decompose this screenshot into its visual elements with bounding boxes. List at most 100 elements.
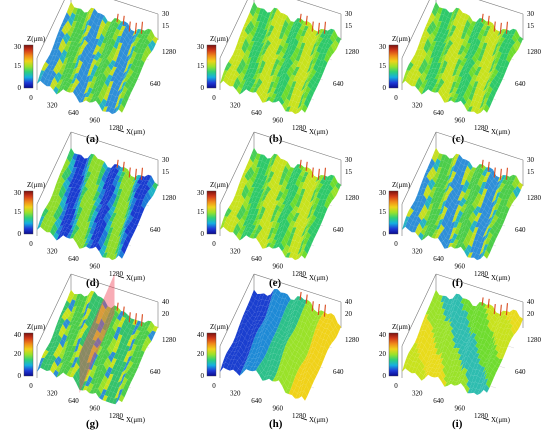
y-tick-1280: 1280 (162, 48, 177, 56)
surface-mesh (402, 147, 523, 261)
surface-panel-h: 40 20 0 Z(μm) 40 20 1280 640 0 320 640 960 1280 X(μm) (188, 273, 368, 432)
x-axis-label: X(μm) (491, 274, 511, 282)
x-tick-0: 0 (29, 94, 33, 102)
x-axis-label: X(μm) (126, 128, 146, 136)
x-tick-0: 0 (212, 94, 216, 102)
x-tick-1280: 1280 (109, 270, 124, 278)
colorbar-min-label: 0 (383, 84, 387, 92)
x-tick-320: 320 (412, 102, 423, 110)
colorbar (23, 44, 34, 89)
y-tick-1280: 1280 (345, 194, 360, 202)
x-tick-320: 320 (47, 248, 58, 256)
x-tick-640: 640 (251, 397, 262, 405)
x-tick-960: 960 (273, 263, 284, 271)
y-tick-1280: 1280 (162, 194, 177, 202)
colorbar (388, 332, 399, 377)
z-axis-label: Z(μm) (392, 323, 411, 331)
x-tick-320: 320 (230, 390, 241, 398)
x-tick-320: 320 (230, 102, 241, 110)
colorbar-max-label: 30 (197, 43, 205, 51)
z-tick-top: 40 (527, 298, 535, 306)
panel-caption-d: (d) (86, 277, 100, 289)
x-tick-640: 640 (68, 397, 79, 405)
colorbar-min-label: 0 (18, 230, 22, 238)
x-tick-0: 0 (394, 382, 398, 390)
z-tick-mid: 15 (345, 168, 353, 176)
z-tick-mid: 15 (162, 168, 170, 176)
x-axis-label: X(μm) (126, 274, 146, 282)
z-tick-top: 30 (162, 10, 170, 18)
panel-caption-g: (g) (86, 418, 99, 430)
x-tick-0: 0 (394, 240, 398, 248)
colorbar-max-label: 40 (197, 331, 205, 339)
panel-caption-f: (f) (452, 277, 463, 289)
y-tick-640: 640 (515, 368, 526, 376)
y-tick-1280: 1280 (527, 194, 542, 202)
x-tick-1280: 1280 (474, 270, 489, 278)
x-tick-640: 640 (251, 109, 262, 117)
z-axis-label: Z(μm) (210, 181, 229, 189)
x-tick-640: 640 (68, 109, 79, 117)
panel-caption-i: (i) (452, 418, 463, 430)
z-tick-top: 30 (345, 156, 353, 164)
colorbar-mid-label: 15 (197, 62, 205, 70)
surface-mesh (37, 1, 158, 115)
z-axis-label: Z(μm) (392, 181, 411, 189)
surface-panel-d: 30 15 0 Z(μm) 30 15 1280 640 0 320 640 960 1280 X(μm) (5, 131, 185, 290)
y-tick-1280: 1280 (527, 336, 542, 344)
colorbar-max-label: 30 (379, 189, 387, 197)
colorbar-mid-label: 15 (14, 62, 22, 70)
z-axis-label: Z(μm) (27, 323, 46, 331)
colorbar-mid-label: 20 (14, 350, 22, 358)
z-tick-mid: 15 (527, 22, 535, 30)
y-tick-640: 640 (515, 80, 526, 88)
surface-mesh (402, 289, 523, 395)
x-tick-960: 960 (455, 117, 466, 125)
surface-panel-c: 30 15 0 Z(μm) 30 15 1280 640 0 320 640 960 1280 X(μm) (370, 0, 550, 144)
z-axis-label: Z(μm) (210, 323, 229, 331)
y-tick-1280: 1280 (162, 336, 177, 344)
colorbar-min-label: 0 (18, 372, 22, 380)
colorbar (206, 44, 217, 89)
x-tick-640: 640 (433, 255, 444, 263)
y-tick-640: 640 (150, 368, 161, 376)
colorbar-max-label: 30 (14, 189, 22, 197)
x-tick-1280: 1280 (474, 412, 489, 420)
y-tick-1280: 1280 (345, 336, 360, 344)
x-tick-960: 960 (455, 263, 466, 271)
colorbar-mid-label: 15 (14, 208, 22, 216)
x-axis-label: X(μm) (309, 274, 329, 282)
x-axis-label: X(μm) (309, 416, 329, 424)
x-tick-640: 640 (68, 255, 79, 263)
x-tick-960: 960 (90, 263, 101, 271)
y-tick-640: 640 (333, 368, 344, 376)
surface-panel-b: 30 15 0 Z(μm) 30 15 1280 640 0 320 640 960 1280 X(μm) (188, 0, 368, 144)
colorbar (23, 190, 34, 235)
panel-caption-e: (e) (269, 277, 282, 289)
x-tick-960: 960 (273, 117, 284, 125)
x-axis-label: X(μm) (126, 416, 146, 424)
x-tick-0: 0 (29, 240, 33, 248)
colorbar-max-label: 30 (14, 43, 22, 51)
x-tick-1280: 1280 (292, 270, 307, 278)
surface-mesh (37, 289, 158, 405)
colorbar-max-label: 30 (379, 43, 387, 51)
colorbar-min-label: 0 (383, 372, 387, 380)
z-tick-mid: 15 (527, 168, 535, 176)
panel-caption-h: (h) (269, 418, 283, 430)
x-tick-960: 960 (90, 405, 101, 413)
z-axis-label: Z(μm) (210, 35, 229, 43)
z-tick-top: 40 (345, 298, 353, 306)
x-tick-0: 0 (394, 94, 398, 102)
z-tick-mid: 20 (345, 310, 353, 318)
x-tick-1280: 1280 (109, 124, 124, 132)
x-tick-960: 960 (90, 117, 101, 125)
z-tick-top: 30 (527, 156, 535, 164)
surface-panel-f: 30 15 0 Z(μm) 30 15 1280 640 0 320 640 960 1280 X(μm) (370, 131, 550, 290)
z-tick-mid: 20 (162, 310, 170, 318)
